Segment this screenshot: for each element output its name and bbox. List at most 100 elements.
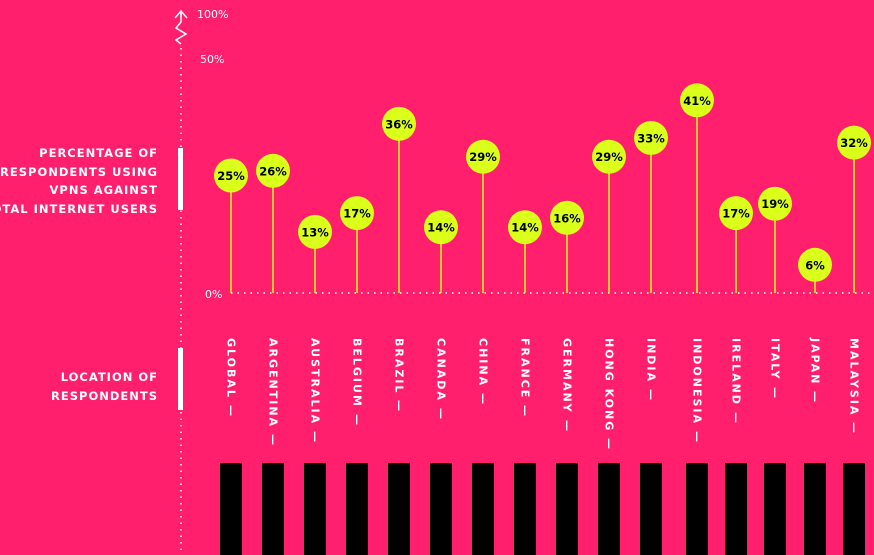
- country-name-12: IRELAND: [729, 338, 743, 406]
- axis-tick-0: 0%: [205, 288, 223, 301]
- country-dash-14: —: [808, 391, 822, 405]
- country-block-13: [764, 463, 786, 555]
- lollipop-bubbles: 25% 26% 13% 17% 36% 14% 29% 14% 16% 29% 33% 41% 17% 1…: [214, 83, 871, 282]
- country-block-10: [640, 463, 662, 555]
- country-label-12: IRELAND —: [727, 338, 745, 468]
- location-label-line-1: LOCATION OF: [60, 370, 158, 384]
- percentage-label-line-3: VPNS AGAINST: [49, 183, 158, 197]
- country-label-14: JAPAN —: [806, 338, 824, 468]
- country-label-5: CANADA —: [432, 338, 450, 468]
- country-dash-10: —: [644, 389, 658, 403]
- country-block-8: [556, 463, 578, 555]
- country-label-11: INDONESIA —: [688, 338, 706, 468]
- location-label: LOCATION OF RESPONDENTS: [51, 368, 158, 405]
- country-name-6: CHINA: [476, 338, 490, 388]
- country-label-4: BRAZIL —: [390, 338, 408, 468]
- country-block-7: [514, 463, 536, 555]
- country-label-6: CHINA —: [474, 338, 492, 468]
- value-label-5: 14%: [427, 221, 455, 235]
- value-label-12: 17%: [722, 207, 750, 221]
- country-block-12: [725, 463, 747, 555]
- location-label-marker: [178, 348, 183, 410]
- value-label-15: 32%: [840, 136, 868, 150]
- percentage-label-marker: [178, 148, 183, 210]
- country-name-2: AUSTRALIA: [308, 338, 322, 426]
- value-label-6: 29%: [469, 150, 497, 164]
- value-label-3: 17%: [343, 207, 371, 221]
- axis-tick-50: 50%: [200, 53, 225, 66]
- country-block-4: [388, 463, 410, 555]
- axis-tick-100: 100%: [197, 8, 229, 21]
- country-name-7: FRANCE: [518, 338, 532, 400]
- location-label-line-2: RESPONDENTS: [51, 388, 158, 403]
- country-block-1: [262, 463, 284, 555]
- country-label-10: INDIA —: [642, 338, 660, 468]
- country-label-3: BELGIUM —: [348, 338, 366, 468]
- country-label-1: ARGENTINA —: [264, 338, 282, 468]
- country-name-3: BELGIUM: [350, 338, 364, 408]
- country-name-15: MALAYSIA: [847, 338, 861, 417]
- country-label-9: HONG KONG —: [600, 338, 618, 468]
- country-dash-15: —: [847, 422, 861, 436]
- value-label-2: 13%: [301, 225, 329, 239]
- country-block-6: [472, 463, 494, 555]
- bubble-1: [256, 153, 290, 188]
- country-dash-8: —: [560, 419, 574, 433]
- country-dash-12: —: [729, 411, 743, 425]
- country-label-13: ITALY —: [766, 338, 784, 468]
- country-name-8: GERMANY: [560, 338, 574, 414]
- country-label-8: GERMANY —: [558, 338, 576, 468]
- value-label-0: 25%: [217, 169, 245, 183]
- bubble-9: [592, 139, 626, 174]
- country-block-5: [430, 463, 452, 555]
- country-block-2: [304, 463, 326, 555]
- country-dash-13: —: [768, 386, 782, 400]
- country-label-15: MALAYSIA —: [845, 338, 863, 468]
- country-dash-0: —: [224, 404, 238, 418]
- bubble-10: [634, 120, 668, 155]
- bubble-11: [680, 83, 714, 118]
- bubble-2: [298, 214, 332, 249]
- country-dash-6: —: [476, 393, 490, 407]
- country-label-2: AUSTRALIA —: [306, 338, 324, 468]
- country-block-14: [804, 463, 826, 555]
- bubble-12: [719, 196, 753, 231]
- country-name-5: CANADA: [434, 338, 448, 402]
- country-block-0: [220, 463, 242, 555]
- country-dash-9: —: [602, 438, 616, 452]
- country-name-13: ITALY: [768, 338, 782, 381]
- country-name-0: GLOBAL: [224, 338, 238, 399]
- country-dash-2: —: [308, 431, 322, 445]
- country-block-15: [843, 463, 865, 555]
- percentage-label: PERCENTAGE OF RESPONDENTS USING VPNS AGA…: [0, 144, 158, 218]
- axis-guides: [174, 9, 874, 555]
- country-block-11: [686, 463, 708, 555]
- value-label-13: 19%: [761, 197, 789, 211]
- percentage-label-line-2: RESPONDENTS USING: [0, 164, 158, 179]
- percentage-label-line-4: TOTAL INTERNET USERS: [0, 201, 158, 216]
- country-name-11: INDONESIA: [690, 338, 704, 426]
- bubble-5: [424, 210, 458, 245]
- bubble-8: [550, 200, 584, 235]
- country-dash-5: —: [434, 407, 448, 421]
- country-name-10: INDIA: [644, 338, 658, 384]
- country-name-1: ARGENTINA: [266, 338, 280, 429]
- country-dash-11: —: [690, 431, 704, 445]
- country-name-9: HONG KONG: [602, 338, 616, 433]
- bubble-0: [214, 158, 248, 193]
- country-blocks: [220, 463, 865, 555]
- country-label-7: FRANCE —: [516, 338, 534, 468]
- value-label-14: 6%: [805, 258, 825, 272]
- value-label-8: 16%: [553, 211, 581, 225]
- country-name-4: BRAZIL: [392, 338, 406, 395]
- bubble-6: [466, 139, 500, 174]
- axis-break-icon: [174, 9, 188, 45]
- country-dash-1: —: [266, 434, 280, 448]
- bubble-14: [798, 247, 832, 282]
- country-block-9: [598, 463, 620, 555]
- country-dash-3: —: [350, 413, 364, 427]
- bubble-4: [382, 106, 416, 141]
- country-dash-4: —: [392, 400, 406, 414]
- value-label-4: 36%: [385, 117, 413, 131]
